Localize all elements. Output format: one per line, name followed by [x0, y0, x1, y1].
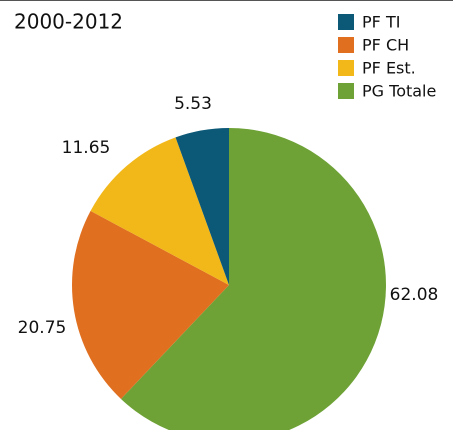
- pie-slice: [175, 128, 229, 285]
- legend-swatch: [338, 14, 354, 30]
- legend-label: PF CH: [362, 36, 409, 55]
- data-label: 5.53: [174, 94, 212, 114]
- pie-slice: [90, 137, 230, 285]
- chart-title: 2000-2012: [14, 10, 123, 34]
- data-label: 20.75: [18, 318, 67, 338]
- data-label: 11.65: [62, 138, 111, 158]
- legend-swatch: [338, 37, 354, 53]
- legend-swatch: [338, 83, 354, 99]
- legend-swatch: [338, 60, 354, 76]
- legend-label: PF Est.: [362, 59, 416, 78]
- pie-slice: [72, 210, 229, 399]
- legend-label: PF TI: [362, 13, 400, 32]
- legend-label: PG Totale: [362, 82, 436, 101]
- pie-slice: [120, 128, 386, 430]
- data-label: 62.08: [390, 285, 439, 305]
